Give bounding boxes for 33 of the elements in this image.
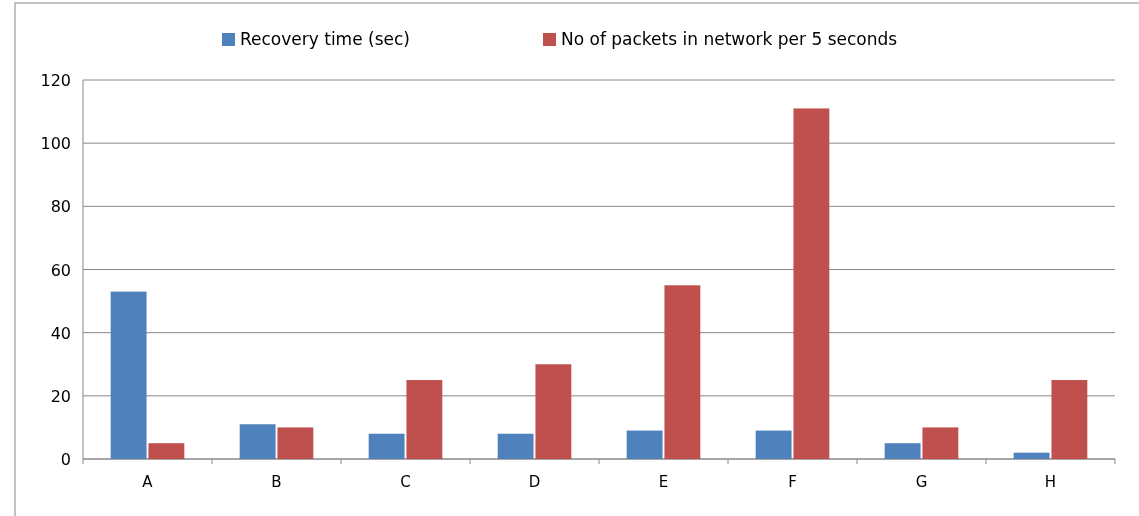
bar	[148, 443, 185, 459]
y-tick-label: 120	[40, 71, 71, 90]
bar	[626, 430, 663, 459]
x-tick-label: B	[271, 473, 282, 491]
bar	[884, 443, 921, 459]
bar	[664, 285, 701, 459]
bar	[239, 424, 276, 459]
legend-label: Recovery time (sec)	[240, 29, 410, 49]
x-tick-label: F	[788, 473, 797, 491]
bar	[793, 108, 830, 459]
x-tick-label: G	[915, 473, 928, 491]
bar	[406, 380, 443, 459]
y-tick-label: 80	[50, 197, 71, 217]
x-tick-label: A	[142, 473, 154, 491]
bar	[277, 427, 314, 459]
bar	[368, 433, 405, 459]
x-tick-label: E	[658, 473, 669, 491]
bar	[110, 291, 147, 459]
y-tick-label: 0	[60, 450, 71, 469]
x-tick-label: C	[400, 473, 411, 491]
bar	[535, 364, 572, 459]
bar	[755, 430, 792, 459]
x-tick-label: H	[1044, 473, 1057, 491]
y-tick-label: 100	[40, 134, 71, 154]
y-tick-label: 40	[50, 323, 71, 343]
y-tick-label: 20	[50, 386, 71, 406]
bar	[922, 427, 959, 459]
legend-label: No of packets in network per 5 seconds	[561, 29, 898, 49]
bar	[1051, 380, 1088, 459]
bar	[1013, 452, 1050, 459]
x-tick-label: D	[528, 473, 541, 491]
bar	[497, 433, 534, 459]
y-tick-label: 60	[50, 260, 71, 280]
